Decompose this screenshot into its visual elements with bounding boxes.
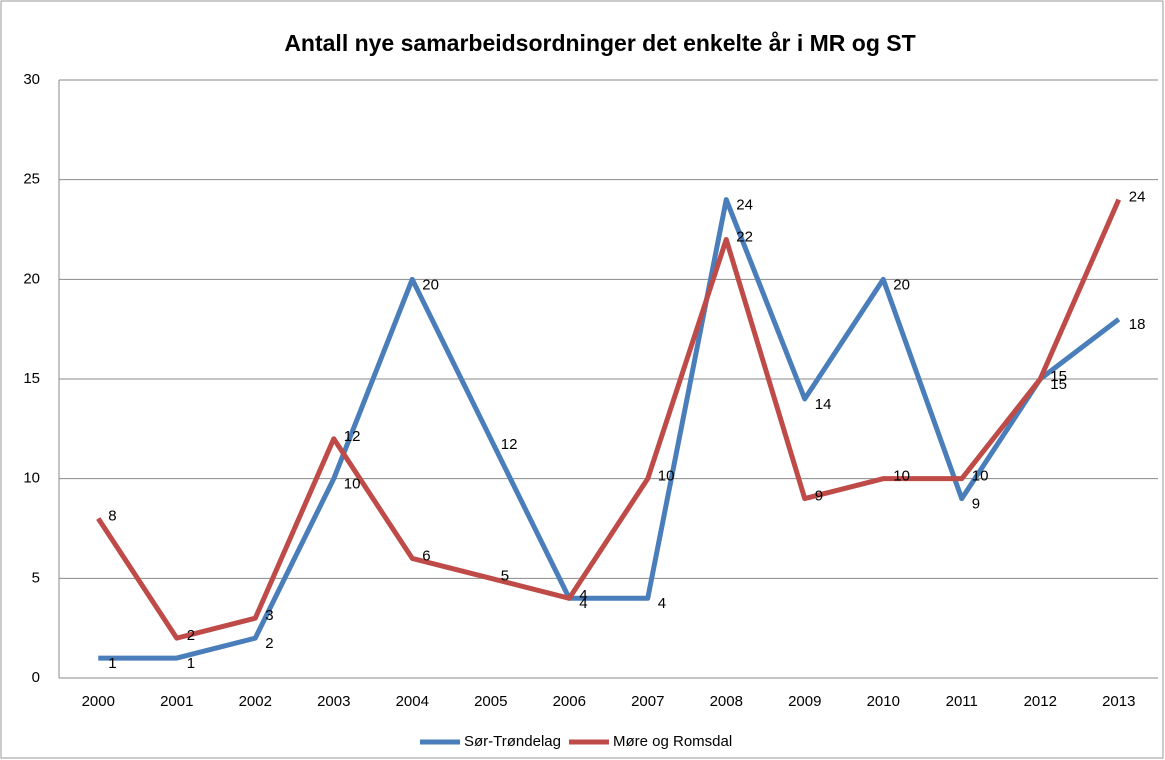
data-label: 9 bbox=[815, 488, 823, 505]
chart-title: Antall nye samarbeidsordninger det enkel… bbox=[284, 30, 915, 56]
data-label: 18 bbox=[1129, 316, 1146, 333]
line-series bbox=[96, 198, 1122, 641]
x-tick-label: 2000 bbox=[82, 693, 115, 710]
data-label: 10 bbox=[344, 476, 361, 493]
data-label: 20 bbox=[893, 276, 910, 293]
y-tick-label: 25 bbox=[23, 171, 40, 188]
y-tick-label: 5 bbox=[32, 569, 40, 586]
data-label: 12 bbox=[501, 436, 518, 453]
data-label: 10 bbox=[972, 468, 989, 485]
x-tick-label: 2002 bbox=[239, 693, 272, 710]
data-label: 8 bbox=[108, 508, 116, 525]
data-label: 20 bbox=[422, 276, 439, 293]
x-tick-label: 2005 bbox=[474, 693, 507, 710]
x-tick-label: 2006 bbox=[553, 693, 586, 710]
legend-label: Møre og Romsdal bbox=[613, 733, 732, 750]
data-label: 4 bbox=[658, 595, 666, 612]
data-label: 9 bbox=[972, 496, 980, 513]
line-series bbox=[98, 197, 1121, 661]
data-label: 14 bbox=[815, 396, 832, 413]
y-tick-label: 30 bbox=[23, 71, 40, 88]
data-label: 12 bbox=[344, 428, 361, 445]
x-tick-label: 2009 bbox=[788, 693, 821, 710]
data-label: 22 bbox=[736, 228, 753, 245]
data-label: 24 bbox=[736, 197, 753, 214]
x-tick-label: 2012 bbox=[1024, 693, 1057, 710]
x-tick-label: 2013 bbox=[1102, 693, 1135, 710]
y-tick-label: 15 bbox=[23, 370, 40, 387]
data-label: 5 bbox=[501, 567, 509, 584]
x-tick-label: 2008 bbox=[710, 693, 743, 710]
data-label: 6 bbox=[422, 547, 430, 564]
x-tick-label: 2007 bbox=[631, 693, 664, 710]
data-label: 1 bbox=[187, 655, 195, 672]
data-label: 15 bbox=[1050, 368, 1067, 385]
data-label: 2 bbox=[265, 635, 273, 652]
x-tick-label: 2010 bbox=[867, 693, 900, 710]
x-tick-label: 2001 bbox=[160, 693, 193, 710]
legend-label: Sør-Trøndelag bbox=[464, 733, 561, 750]
data-label: 15 bbox=[1050, 376, 1067, 393]
y-tick-label: 0 bbox=[32, 669, 40, 686]
data-label: 4 bbox=[579, 587, 587, 604]
data-label: 4 bbox=[579, 595, 587, 612]
data-label: 10 bbox=[893, 468, 910, 485]
x-tick-label: 2011 bbox=[946, 693, 978, 710]
data-label: 24 bbox=[1129, 189, 1146, 206]
y-tick-label: 20 bbox=[23, 270, 40, 287]
x-tick-label: 2003 bbox=[317, 693, 350, 710]
data-label: 2 bbox=[187, 627, 195, 644]
y-tick-label: 10 bbox=[23, 470, 40, 487]
data-label: 1 bbox=[108, 655, 116, 672]
data-label: 3 bbox=[265, 607, 273, 624]
data-label: 10 bbox=[658, 468, 675, 485]
x-tick-label: 2004 bbox=[396, 693, 429, 710]
